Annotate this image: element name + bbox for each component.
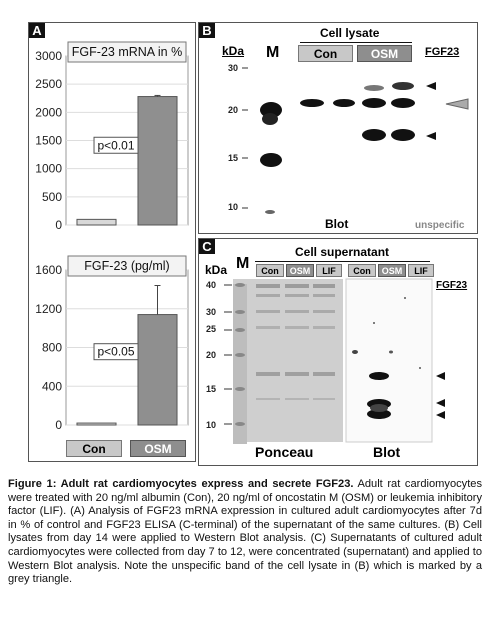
- y-tick-label: 0: [55, 418, 62, 432]
- chart-elisa: 0 400 800 1200 1600 FGF-23 (pg/ml) p<0.05: [35, 255, 189, 432]
- panel-b-blot-label: Blot: [325, 217, 349, 231]
- b-ticks: [242, 67, 248, 209]
- panel-b-header-line: [300, 42, 412, 43]
- panel-b-header: Cell lysate: [320, 26, 380, 40]
- y-tick-label: 1600: [35, 263, 62, 277]
- b-band: [391, 98, 415, 108]
- p-value-box: [93, 343, 139, 361]
- y-tick-label: 2500: [35, 77, 62, 91]
- y-tick-label: 500: [42, 190, 62, 204]
- panel-c-blots: [224, 278, 445, 444]
- bar-osm: [137, 314, 178, 426]
- panel-b-unspecific: unspecific: [415, 220, 465, 231]
- panel-c-header-line: [255, 261, 430, 262]
- p-value-label: p<0.05: [97, 345, 134, 359]
- c-marker-30: 30: [206, 307, 217, 317]
- panel-c-kda: kDa: [205, 263, 228, 277]
- blot-membrane: [345, 278, 433, 443]
- panel-c-lane-con-2: Con: [348, 264, 376, 277]
- y-tick-label: 1000: [35, 162, 62, 176]
- y-tick-label: 2000: [35, 105, 62, 119]
- b-ladder-band: [260, 102, 282, 118]
- chart-title: FGF-23 (pg/ml): [84, 259, 169, 273]
- p-value-label: p<0.01: [97, 138, 134, 152]
- b-band: [391, 129, 415, 141]
- arrow-icon: [436, 372, 445, 380]
- legend-osm: OSM: [130, 440, 186, 457]
- panel-b-kda: kDa: [222, 44, 245, 58]
- b-ladder-band: [260, 153, 282, 167]
- panel-c-fgf23: FGF23: [436, 280, 468, 291]
- panel-b-label: B: [199, 23, 215, 38]
- b-band: [333, 99, 355, 107]
- bar-osm: [137, 96, 178, 226]
- legend-con: Con: [66, 440, 122, 457]
- chart-mrna: 0 500 1000 1500 2000 2500 3000 FGF-23 mRNA in %…: [35, 41, 189, 232]
- panel-c-blot-label: Blot: [373, 444, 401, 460]
- arrow-icon: [426, 82, 436, 90]
- blot-bands: [352, 297, 421, 419]
- panel-c-label: C: [199, 239, 215, 254]
- b-band: [362, 98, 386, 108]
- b-marker-20: 20: [228, 105, 239, 115]
- y-tick-label: 800: [42, 341, 62, 355]
- c-marker-15: 15: [206, 384, 217, 394]
- panel-c-lane-lif-2: LIF: [408, 264, 434, 277]
- panel-b-blot: [242, 67, 469, 214]
- figure-caption: Figure 1: Adult rat cardiomyocytes expre…: [8, 478, 482, 587]
- panel-c-lane-lif-1: LIF: [316, 264, 342, 277]
- panel-c-marker-lane: M: [236, 255, 250, 272]
- panel-b-lane-osm: OSM: [357, 45, 412, 62]
- c-marker-10: 10: [206, 420, 217, 430]
- panel-c-ponceau-label: Ponceau: [255, 444, 314, 460]
- b-band: [364, 85, 384, 91]
- c-marker-20: 20: [206, 350, 217, 360]
- b-band: [300, 99, 324, 107]
- caption-body: Adult rat cardiomyocytes were treated wi…: [8, 478, 483, 586]
- chart-title-box: [67, 255, 187, 277]
- y-tick-label: 0: [55, 218, 62, 232]
- panel-c-lane-osm-2: OSM: [378, 264, 406, 277]
- c-ticks: [224, 284, 232, 425]
- b-ladder-band: [265, 210, 275, 214]
- panel-c-lane-con-1: Con: [256, 264, 284, 277]
- b-ladder-band: [262, 113, 278, 125]
- panel-b-marker-lane: M: [266, 44, 280, 61]
- chart-title-box: [67, 41, 187, 63]
- b-band: [392, 82, 414, 90]
- panel-b-fgf23: FGF23: [425, 46, 460, 58]
- y-tick-label: 1200: [35, 302, 62, 316]
- arrow-icon: [436, 399, 445, 407]
- c-marker-25: 25: [206, 324, 217, 334]
- y-tick-label: 400: [42, 379, 62, 393]
- b-marker-15: 15: [228, 153, 239, 163]
- panel-a-charts: 0 500 1000 1500 2000 2500 3000 FGF-23 mRNA in %…: [35, 41, 189, 432]
- caption-lead: Figure 1: Adult rat cardiomyocytes expre…: [8, 478, 354, 490]
- panel-c-header: Cell supernatant: [295, 245, 390, 259]
- y-tick-label: 1500: [35, 134, 62, 148]
- bar-con: [76, 422, 117, 426]
- chart-title: FGF-23 mRNA in %: [72, 45, 182, 59]
- ponceau-bands: [233, 283, 335, 444]
- b-marker-10: 10: [228, 202, 239, 212]
- b-marker-30: 30: [228, 63, 239, 73]
- b-band: [362, 129, 386, 141]
- arrow-icon: [436, 411, 445, 419]
- panel-c-lane-osm-1: OSM: [286, 264, 314, 277]
- panel-b-lane-con: Con: [298, 45, 353, 62]
- y-tick-label: 3000: [35, 49, 62, 63]
- bar-con: [76, 218, 117, 226]
- c-marker-40: 40: [206, 280, 217, 290]
- panel-a-label: A: [29, 23, 45, 38]
- unspecific-band-triangle-icon: [445, 98, 469, 110]
- panel-b: [198, 22, 478, 234]
- arrow-icon: [426, 132, 436, 140]
- ponceau-gel: [233, 279, 343, 442]
- p-value-box: [93, 136, 139, 154]
